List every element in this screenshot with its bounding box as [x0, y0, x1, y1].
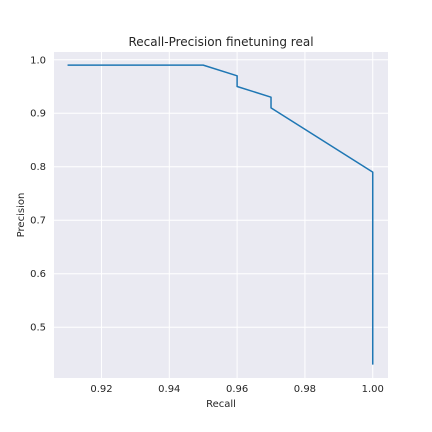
y-tick-label: 0.5 — [30, 323, 46, 334]
chart-title: Recall-Precision finetuning real — [128, 35, 313, 49]
y-axis-label: Precision — [16, 193, 27, 238]
precision-recall-line — [67, 64, 374, 365]
x-tick-label: 1.00 — [362, 384, 384, 395]
x-tick-label: 0.94 — [158, 384, 180, 395]
series-group — [67, 64, 374, 365]
y-axis-ticks: 0.5 0.6 0.7 0.8 0.9 1.0 — [30, 55, 46, 333]
y-tick-label: 0.8 — [30, 162, 46, 173]
grid — [54, 52, 388, 378]
x-tick-label: 0.98 — [294, 384, 316, 395]
y-tick-label: 0.6 — [30, 269, 46, 280]
plot-area — [54, 52, 388, 378]
x-axis-label: Recall — [206, 399, 236, 410]
x-tick-label: 0.96 — [226, 384, 248, 395]
x-axis-ticks: 0.92 0.94 0.96 0.98 1.00 — [90, 384, 384, 395]
y-tick-label: 0.9 — [30, 109, 46, 120]
y-tick-label: 1.0 — [30, 55, 46, 66]
x-tick-label: 0.92 — [90, 384, 112, 395]
y-tick-label: 0.7 — [30, 216, 46, 227]
